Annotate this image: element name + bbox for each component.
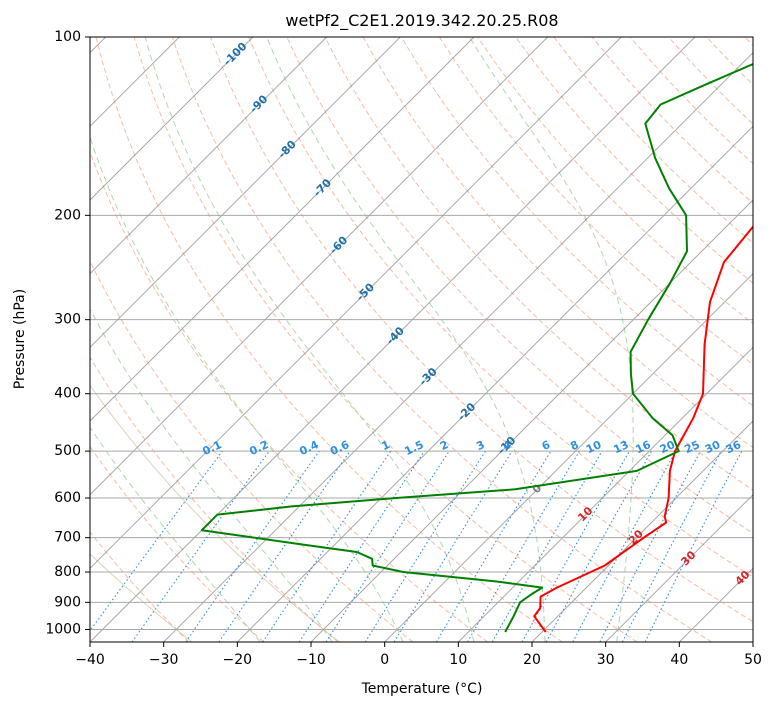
x-tick-label: 0 xyxy=(380,652,389,668)
isotherm-line xyxy=(90,37,254,201)
mixing-ratio-line xyxy=(262,450,392,642)
x-tick-label: 10 xyxy=(449,652,467,668)
y-tick-label: 100 xyxy=(54,29,81,45)
x-tick-label: 50 xyxy=(744,652,762,668)
mixing-ratio-line xyxy=(644,450,743,642)
mixing-ratio-label: 25 xyxy=(682,438,701,456)
dry-adiabat-line xyxy=(90,445,264,642)
isotherm-line xyxy=(605,493,753,642)
dry-adiabat-line xyxy=(90,150,488,642)
moist-adiabat-line xyxy=(144,37,475,642)
dry-adiabat-line xyxy=(90,531,190,642)
isotherm-line xyxy=(236,125,753,642)
dry-adiabat-line xyxy=(171,37,712,642)
isotherm-line xyxy=(531,420,753,642)
y-tick-label: 1000 xyxy=(45,621,81,637)
mixing-ratio-label: 36 xyxy=(724,438,744,456)
temperature-profile xyxy=(533,225,753,633)
moist-adiabat-line xyxy=(90,135,404,642)
isotherm-line xyxy=(163,51,753,642)
isotherm-line xyxy=(90,37,549,496)
plot-frame xyxy=(89,36,754,643)
y-tick-label: 400 xyxy=(54,386,81,402)
dry-adiabat-line xyxy=(133,37,638,642)
mixing-ratio-label: 30 xyxy=(703,438,723,456)
x-tick-label: 20 xyxy=(523,652,541,668)
dry-adiabat-line xyxy=(324,37,753,491)
curved-reference-line xyxy=(90,553,193,642)
y-tick-label: 700 xyxy=(54,530,81,546)
dry-adiabat-line xyxy=(515,37,753,284)
dry-adiabat-line xyxy=(400,37,753,407)
isotherm-line xyxy=(310,199,753,642)
moist-adiabat-line xyxy=(90,426,261,642)
dry-adiabat-line xyxy=(95,37,563,642)
y-tick-label: 200 xyxy=(54,207,81,223)
dry-adiabat-line xyxy=(438,37,753,366)
x-tick-label: 40 xyxy=(670,652,688,668)
moist-adiabat-line xyxy=(90,308,333,642)
mixing-ratio-line xyxy=(572,450,677,642)
sounding-profiles xyxy=(200,62,753,633)
dry-adiabat-line xyxy=(248,37,753,578)
mixing-ratio-line xyxy=(521,450,630,642)
moist-adiabat-line xyxy=(266,37,546,642)
isotherm-line xyxy=(90,37,622,570)
mixing-ratio-label: 16 xyxy=(634,438,654,456)
isotherm-line xyxy=(457,346,753,642)
x-tick-label: −40 xyxy=(75,652,105,668)
isotherm-line xyxy=(384,272,753,642)
y-tick-label: 500 xyxy=(54,443,81,459)
background-lines xyxy=(90,37,753,642)
x-axis: −40 −30 −20 −10 0 10 20 30 40 50 xyxy=(75,642,762,668)
mixing-ratio-label: 20 xyxy=(658,438,678,456)
mixing-ratio-line xyxy=(185,450,320,642)
mixing-ratio-line xyxy=(90,450,223,632)
mixing-ratio-label: 13 xyxy=(611,438,630,456)
dewpoint-profile xyxy=(200,62,753,633)
x-tick-label: 30 xyxy=(597,652,615,668)
isotherm-line xyxy=(90,37,401,349)
x-tick-label: −10 xyxy=(296,652,326,668)
mixing-ratio-line xyxy=(325,450,450,642)
mixing-ratio-line xyxy=(545,450,653,642)
y-tick-label: 800 xyxy=(54,564,81,580)
x-tick-label: −30 xyxy=(149,652,179,668)
mixing-ratio-label: 10 xyxy=(584,438,604,456)
y-tick-label: 900 xyxy=(54,594,81,610)
dry-adiabat-line xyxy=(210,37,753,623)
mixing-ratio-line xyxy=(131,450,270,642)
isotherm-line xyxy=(90,37,696,642)
chart-title: wetPf2_C2E1.2019.342.20.25.R08 xyxy=(285,11,558,31)
isotherm-line xyxy=(90,37,328,275)
y-axis-title: Pressure (hPa) xyxy=(12,289,28,389)
y-tick-label: 300 xyxy=(54,312,81,328)
dry-adiabat-line xyxy=(90,356,339,642)
y-axis: 100 200 300 400 500 600 700 800 900 1000 xyxy=(45,29,90,637)
x-tick-label: −20 xyxy=(223,652,253,668)
mixing-ratio-line xyxy=(393,450,513,642)
isotherm-line xyxy=(90,37,475,422)
x-axis-title: Temperature (°C) xyxy=(361,681,483,697)
mixing-ratio-line xyxy=(298,450,425,642)
y-tick-label: 600 xyxy=(54,490,81,506)
mixing-ratio-line xyxy=(218,450,351,642)
